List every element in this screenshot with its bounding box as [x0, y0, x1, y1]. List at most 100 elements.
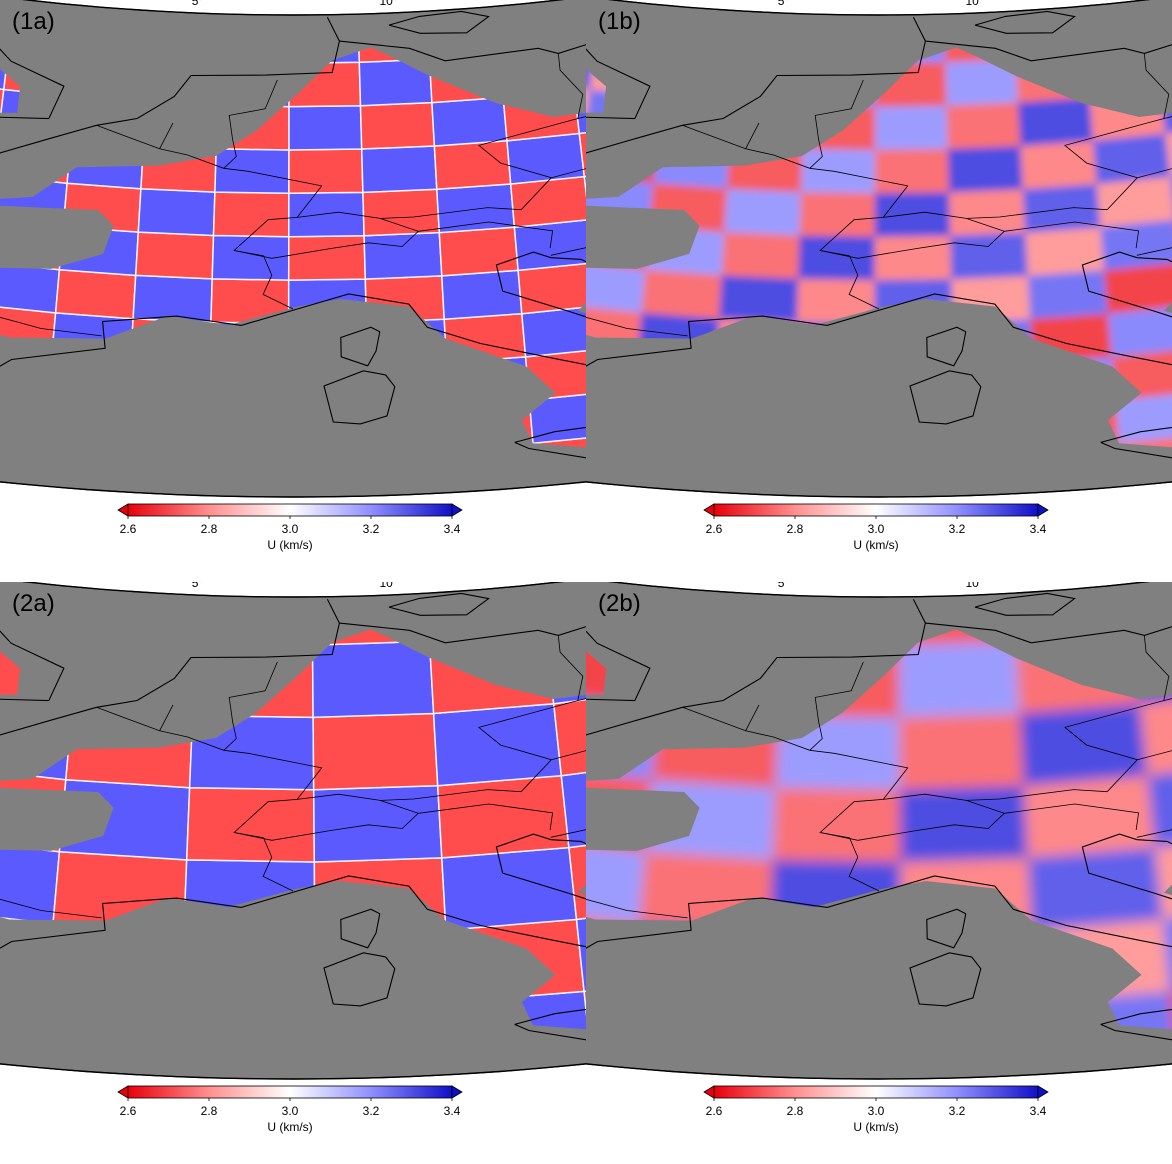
grid-cell: [586, 261, 646, 313]
coastline: [514, 998, 586, 1044]
grid-cell: [431, 96, 508, 147]
colorbar-max-arrow: [1037, 1085, 1049, 1099]
border: [682, 706, 909, 892]
colorbar-tick-label: 2.6: [120, 1104, 137, 1118]
colorbar-max-arrow: [451, 1085, 463, 1099]
border: [1143, 635, 1170, 702]
top-lon-tick: 10°: [379, 0, 397, 8]
coastlines: [586, 582, 1172, 1044]
coastline: [586, 251, 1172, 448]
frame-outline: [586, 582, 1172, 1080]
colorbar-tick-label: 3.2: [949, 1104, 966, 1118]
coastline: [586, 0, 651, 120]
coastline: [1100, 998, 1172, 1044]
grid-cell: [1107, 305, 1172, 357]
grid-cell: [132, 274, 213, 323]
no-data-area: [0, 787, 114, 851]
grid-cell: [287, 234, 367, 281]
colorbar-tick-label: 3.4: [1030, 522, 1047, 536]
grid-cell: [950, 232, 1028, 280]
coastline: [388, 10, 490, 34]
border: [478, 696, 586, 792]
grid-cell: [1100, 219, 1172, 271]
colorbar-tick-label: 3.4: [1030, 1104, 1047, 1118]
grid-cell: [1023, 775, 1155, 858]
top-lon-tick: 10°: [379, 582, 397, 590]
grid-cell: [185, 786, 316, 863]
grid-cell: [874, 235, 952, 281]
coastline: [0, 16, 340, 291]
colorbar-tick-label: 2.8: [201, 522, 218, 536]
coastline: [974, 10, 1076, 34]
border: [418, 221, 554, 249]
colorbar-scale: [127, 1085, 453, 1099]
coastline: [586, 598, 926, 873]
grid-cell: [436, 774, 570, 859]
panel-1a: -5°-5°0°0°5°5°10°10°15°15°20°20°56°56°52…: [0, 0, 586, 582]
border: [966, 207, 1108, 219]
grid-cell: [1019, 703, 1148, 786]
grid-cell: [721, 232, 800, 279]
top-lon-tick: 5°: [778, 0, 790, 8]
border: [586, 288, 628, 329]
colorbar-tick-label: 3.0: [868, 522, 885, 536]
grid-cell: [441, 846, 578, 931]
grid-cell: [1093, 133, 1171, 184]
border: [380, 207, 522, 219]
coastline: [514, 416, 586, 462]
border: [966, 789, 1108, 801]
grid-cell: [433, 139, 512, 191]
grid-cell: [719, 275, 799, 323]
colorbar-tick-label: 3.0: [868, 1104, 885, 1118]
grid-cell: [311, 640, 435, 719]
colorbar-min-arrow: [703, 503, 715, 517]
grid-cell: [54, 268, 137, 320]
colorbar-tick-label: 2.6: [120, 522, 137, 536]
border: [745, 704, 760, 731]
border: [1064, 696, 1172, 792]
frame-outline: [586, 0, 1172, 498]
grid-cell: [947, 146, 1023, 193]
border: [557, 53, 584, 120]
border: [627, 910, 688, 919]
grid-cell: [360, 145, 438, 194]
grid-cell: [362, 188, 441, 237]
grid-cell: [772, 787, 901, 862]
border: [41, 910, 102, 919]
border: [1064, 114, 1172, 210]
colorbar-tick-label: 2.8: [787, 522, 804, 536]
colorbar-title: U (km/s): [853, 538, 898, 552]
coastline: [0, 0, 65, 120]
frame-outline: [0, 582, 586, 1080]
grid-cell: [137, 188, 216, 237]
grid-cell: [560, 758, 586, 849]
colorbar-tick-label: 3.4: [444, 1104, 461, 1118]
frame-outline: [0, 0, 586, 498]
coastline: [0, 251, 586, 448]
coastline: [0, 582, 65, 702]
top-lon-tick: 10°: [965, 0, 983, 8]
border: [41, 328, 102, 337]
colorbar-tick-label: 3.0: [282, 522, 299, 536]
grid-cell: [796, 278, 875, 324]
grid-cell: [438, 226, 519, 277]
grid-cell: [520, 304, 586, 358]
grid-cell: [214, 148, 290, 195]
colorbar-tick-label: 2.8: [787, 1104, 804, 1118]
panel-label: (2b): [598, 590, 641, 617]
grid-cell: [509, 175, 586, 229]
top-lon-tick: 10°: [965, 582, 983, 590]
grid-cell: [586, 837, 646, 924]
panel-2b: -5°-5°0°0°5°5°10°10°15°15°20°20°56°56°52…: [586, 582, 1172, 1164]
colorbar-title: U (km/s): [267, 1120, 312, 1134]
coastlines: [0, 582, 586, 1044]
colorbar-scale: [713, 503, 1039, 517]
grid-cell: [288, 104, 363, 151]
no-data-area: [0, 205, 114, 269]
border: [627, 328, 688, 337]
border: [234, 211, 420, 259]
grid-cell: [441, 269, 523, 321]
grid-cell: [359, 101, 436, 150]
map-svg: -5°-5°0°0°5°5°10°10°15°15°20°20°56°56°52…: [0, 582, 586, 1134]
border: [223, 79, 278, 169]
